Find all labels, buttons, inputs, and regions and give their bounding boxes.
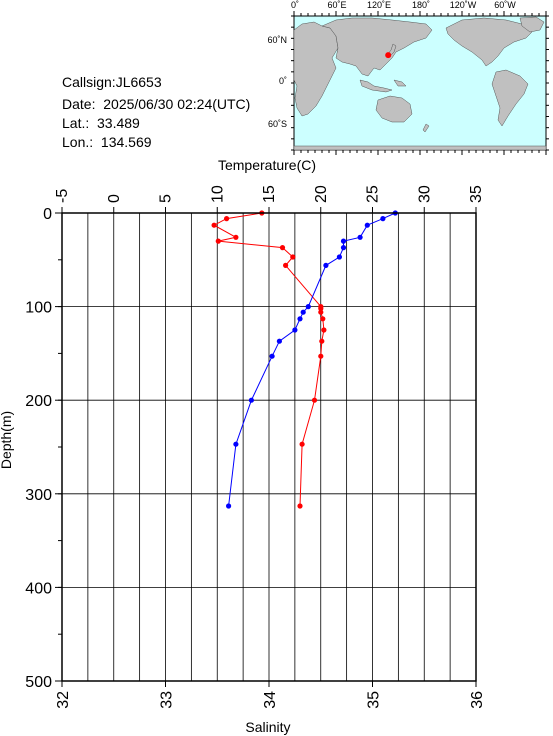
series-layer xyxy=(211,210,398,509)
temperature-data-point xyxy=(311,397,318,403)
temperature-data-point xyxy=(318,353,324,359)
temperature-data-point xyxy=(320,316,326,322)
depth-tick-label: 400 xyxy=(25,580,52,597)
temperature-tick-label: 35 xyxy=(468,185,485,203)
map-left-labels: 60˚N 0˚ 60˚S xyxy=(267,35,287,129)
temperature-data-point xyxy=(211,222,217,228)
world-map: 0˚ 60˚E 120˚E 180˚ 120˚W 60˚W 60˚N 0˚ 60… xyxy=(267,0,549,155)
salinity-data-point xyxy=(269,353,275,359)
temperature-tick-label: -5 xyxy=(54,189,71,203)
temperature-data-point xyxy=(290,254,296,260)
salinity-data-point xyxy=(300,309,306,315)
temperature-data-point xyxy=(215,238,221,244)
salinity-data-point xyxy=(233,441,239,447)
salinity-tick-label: 36 xyxy=(469,691,486,709)
map-lon-label: 0˚ xyxy=(291,0,299,10)
salinity-tick-label: 35 xyxy=(366,691,383,709)
temperature-data-point xyxy=(318,309,324,315)
temperature-tick-label: 25 xyxy=(365,185,382,203)
map-frame-ticks xyxy=(291,11,549,155)
profile-chart: -5 0 5 10 15 20 25 30 35 32 33 34 35 36 010020030040… xyxy=(0,157,486,735)
temperature-tick-label: 30 xyxy=(416,185,433,203)
salinity-tick-label: 34 xyxy=(262,691,279,709)
temperature-axis: -5 0 5 10 15 20 25 30 35 xyxy=(54,185,485,213)
salinity-tick-label: 33 xyxy=(159,691,176,709)
map-lon-label: 60˚E xyxy=(327,0,346,10)
depth-axis: 0 100 200 300 400 500 xyxy=(25,206,62,691)
map-land xyxy=(293,16,547,151)
map-lat-label: 60˚N xyxy=(267,35,287,45)
plot-frame xyxy=(61,212,477,682)
temperature-data-point xyxy=(283,262,289,268)
temperature-data-point xyxy=(233,234,239,240)
temperature-data-point xyxy=(319,338,325,344)
map-lon-label: 120˚W xyxy=(450,0,477,10)
map-top-labels: 0˚ 60˚E 120˚E 180˚ 120˚W 60˚W xyxy=(291,0,516,10)
salinity-data-point xyxy=(380,216,386,222)
salinity-data-point xyxy=(292,327,298,333)
temperature-data-point xyxy=(297,503,303,509)
salinity-axis-title: Salinity xyxy=(245,719,290,735)
salinity-data-point xyxy=(305,304,311,310)
salinity-axis: 32 33 34 35 36 xyxy=(55,681,486,709)
salinity-data-point xyxy=(357,234,363,240)
depth-tick-label: 100 xyxy=(25,300,52,317)
salinity-data-point xyxy=(276,338,282,344)
salinity-data-point xyxy=(297,316,303,322)
date-text: Date: 2025/06/30 02:24(UTC) xyxy=(62,96,251,112)
depth-tick-label: 300 xyxy=(25,487,52,504)
map-lon-label: 60˚W xyxy=(494,0,516,10)
temperature-tick-label: 15 xyxy=(261,185,278,203)
longitude-text: Lon.: 134.569 xyxy=(62,134,152,150)
temperature-tick-label: 10 xyxy=(209,185,226,203)
depth-axis-title: Depth(m) xyxy=(0,411,14,469)
salinity-tick-label: 32 xyxy=(55,691,72,709)
depth-tick-label: 200 xyxy=(25,393,52,410)
map-lat-label: 60˚S xyxy=(268,119,287,129)
station-marker xyxy=(385,52,392,59)
salinity-data-point xyxy=(340,245,347,251)
map-lon-label: 180˚ xyxy=(412,0,430,10)
salinity-data-point xyxy=(340,238,347,244)
map-lat-label: 0˚ xyxy=(279,76,287,86)
temperature-data-point xyxy=(299,441,305,447)
temperature-tick-label: 5 xyxy=(158,194,175,203)
salinity-data-point xyxy=(248,397,254,403)
salinity-data-point xyxy=(336,254,342,260)
salinity-data-point xyxy=(226,503,232,509)
latitude-text: Lat.: 33.489 xyxy=(62,115,140,131)
temperature-data-point xyxy=(279,245,286,251)
callsign-text: Callsign:JL6653 xyxy=(62,74,162,90)
temperature-axis-title: Temperature(C) xyxy=(218,157,316,173)
salinity-data-point xyxy=(323,262,329,268)
temperature-data-point xyxy=(321,327,327,333)
depth-tick-label: 500 xyxy=(25,674,52,691)
map-lon-label: 120˚E xyxy=(367,0,391,10)
temperature-tick-label: 20 xyxy=(313,185,330,203)
salinity-data-point xyxy=(364,222,370,228)
depth-tick-label: 0 xyxy=(43,206,52,223)
temperature-data-point xyxy=(318,305,324,312)
temperature-tick-label: 0 xyxy=(106,194,123,203)
temperature-data-point xyxy=(224,216,230,222)
